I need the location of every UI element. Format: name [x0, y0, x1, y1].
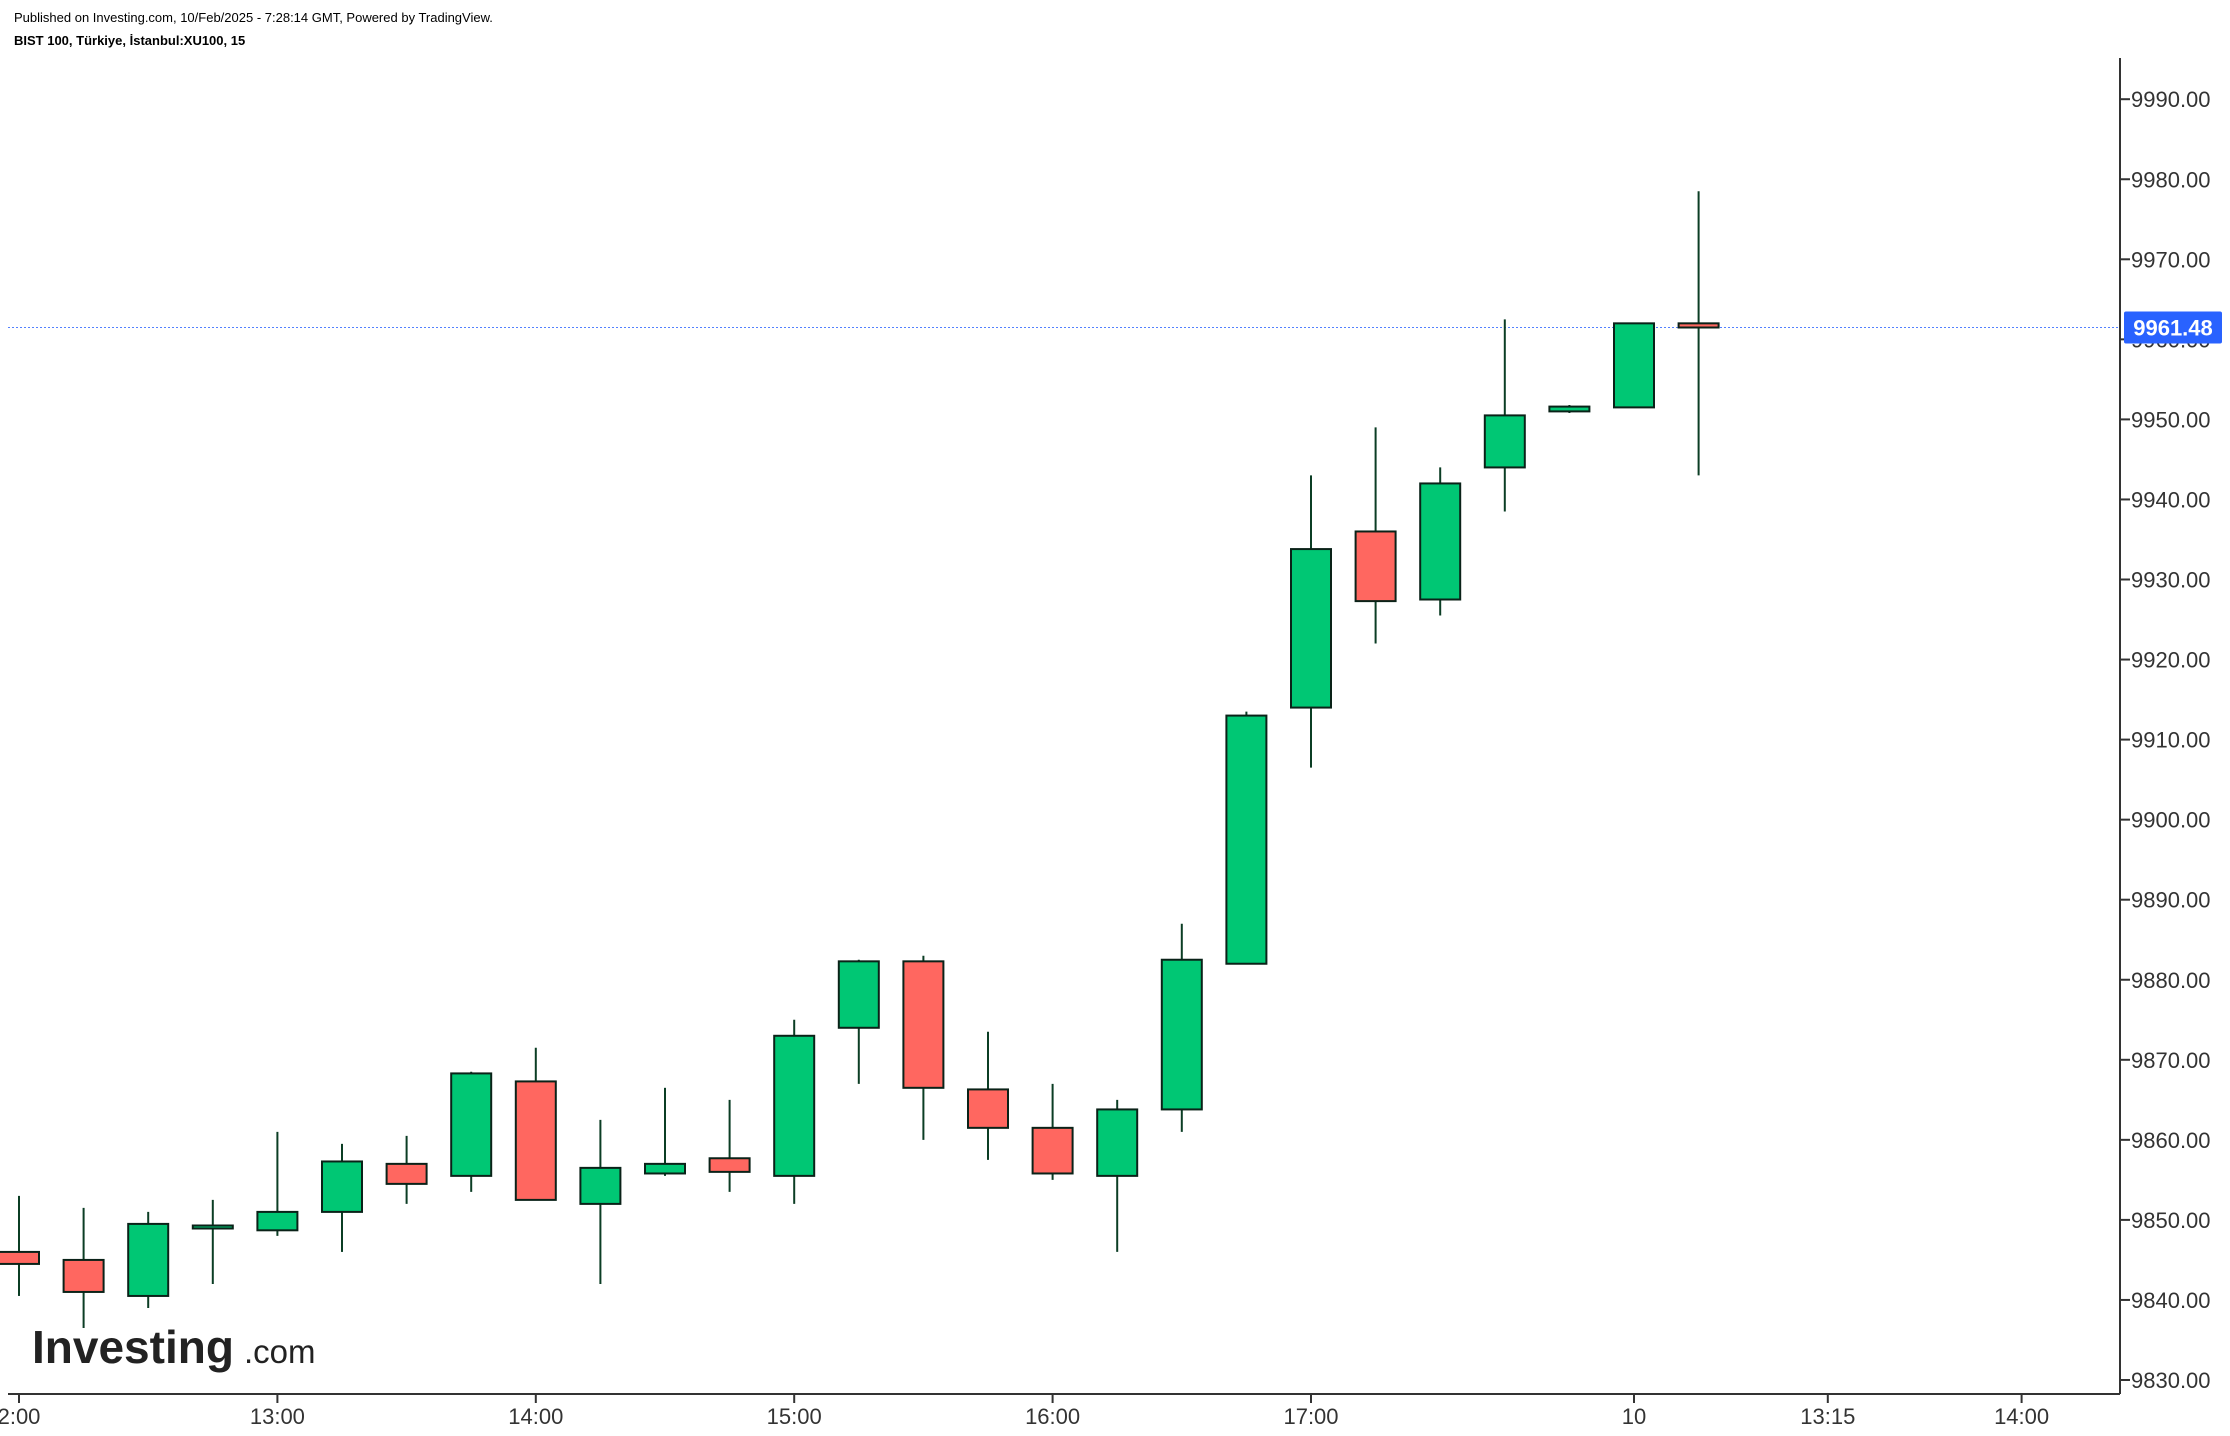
candle	[708, 1099, 751, 1192]
y-tick-label: 9840.00	[2131, 1288, 2211, 1313]
candle	[773, 1019, 816, 1204]
candle-body	[837, 960, 880, 1029]
candle	[127, 1211, 170, 1308]
current-price-tag	[2124, 311, 2222, 344]
logo-suffix: .com	[244, 1333, 316, 1370]
candle-body	[1354, 530, 1397, 603]
logo-text: Investing	[32, 1321, 234, 1373]
candle-body	[1677, 322, 1720, 329]
candle-body	[1613, 322, 1655, 409]
candle	[1613, 322, 1655, 409]
symbol-title: BIST 100, Türkiye, İstanbul:XU100, 15	[14, 33, 246, 48]
candle-body	[1160, 958, 1203, 1111]
y-tick-label: 9910.00	[2131, 728, 2211, 753]
candle	[450, 1071, 493, 1192]
x-tick-label: 13:00	[250, 1404, 305, 1429]
published-note: Published on Investing.com, 10/Feb/2025 …	[14, 10, 493, 25]
x-tick-label: 17:00	[1283, 1404, 1338, 1429]
x-tick-label: 14:00	[1994, 1404, 2049, 1429]
candle-body	[644, 1162, 686, 1175]
axis-layer: 9830.00 9840.00 9850.00 9860.00 9870.00 9880.…	[0, 58, 2211, 1429]
y-tick-label: 9990.00	[2131, 87, 2211, 112]
x-tick-label: 10	[1622, 1404, 1646, 1429]
y-tick-label: 9860.00	[2131, 1128, 2211, 1153]
y-tick-label: 9950.00	[2131, 407, 2211, 432]
candle	[1225, 711, 1268, 965]
y-tick-label: 9930.00	[2131, 568, 2211, 593]
candle-body	[321, 1160, 363, 1213]
candle-body	[385, 1162, 428, 1185]
y-tick-label: 9920.00	[2131, 648, 2211, 673]
candle	[0, 1195, 40, 1296]
candle	[514, 1047, 557, 1201]
candle-body	[579, 1166, 622, 1205]
candle	[967, 1031, 1009, 1160]
candle-body	[708, 1157, 751, 1173]
candle	[1483, 319, 1526, 512]
candle-body	[514, 1080, 557, 1201]
candle	[1290, 475, 1332, 768]
candles-layer	[0, 191, 1720, 1328]
y-tick-label: 9970.00	[2131, 247, 2211, 272]
x-tick-label: 13:15	[1800, 1404, 1855, 1429]
x-tick-label: 14:00	[508, 1404, 563, 1429]
candle	[62, 1207, 105, 1328]
y-tick-label: 9900.00	[2131, 808, 2211, 833]
candle	[321, 1143, 363, 1252]
candle-body	[62, 1258, 105, 1293]
y-tick-label: 9870.00	[2131, 1048, 2211, 1073]
candle-body	[1031, 1126, 1074, 1175]
y-tick-label: 9880.00	[2131, 968, 2211, 993]
candle	[644, 1087, 686, 1176]
candle-body	[1225, 714, 1268, 965]
current-price-label: 9961.48	[2133, 316, 2213, 341]
candle-body	[1290, 548, 1332, 709]
candle	[1160, 923, 1203, 1132]
candle-body	[256, 1210, 299, 1232]
candle-body	[1419, 482, 1462, 601]
investing-logo: Investing .com	[32, 1321, 316, 1373]
candle	[191, 1199, 234, 1284]
candle-body	[191, 1224, 234, 1230]
candle	[1419, 467, 1462, 616]
candle-body	[1096, 1108, 1139, 1177]
current-price-tag-layer: 9961.48	[2124, 311, 2222, 344]
y-tick-label: 9830.00	[2131, 1368, 2211, 1393]
candle	[256, 1131, 299, 1236]
y-tick-label: 9850.00	[2131, 1208, 2211, 1233]
candle	[837, 959, 880, 1084]
candle	[1548, 404, 1591, 413]
candle	[902, 955, 945, 1140]
candle	[1354, 427, 1397, 644]
x-tick-label: 16:00	[1025, 1404, 1080, 1429]
candle	[1031, 1083, 1074, 1180]
candle	[1677, 191, 1720, 476]
candle-body	[0, 1250, 40, 1265]
candle-body	[967, 1088, 1009, 1129]
candle	[579, 1119, 622, 1284]
candle-body	[127, 1222, 170, 1297]
candle-body	[450, 1072, 493, 1177]
x-tick-label: 2:00	[0, 1404, 40, 1429]
candle-body	[1548, 405, 1591, 413]
candle	[385, 1135, 428, 1204]
candle-body	[773, 1034, 816, 1177]
candle-body	[902, 960, 945, 1089]
y-tick-label: 9890.00	[2131, 888, 2211, 913]
y-tick-label: 9980.00	[2131, 167, 2211, 192]
y-tick-label: 9940.00	[2131, 487, 2211, 512]
candle	[1096, 1099, 1139, 1252]
candle-body	[1483, 414, 1526, 469]
x-tick-label: 15:00	[767, 1404, 822, 1429]
